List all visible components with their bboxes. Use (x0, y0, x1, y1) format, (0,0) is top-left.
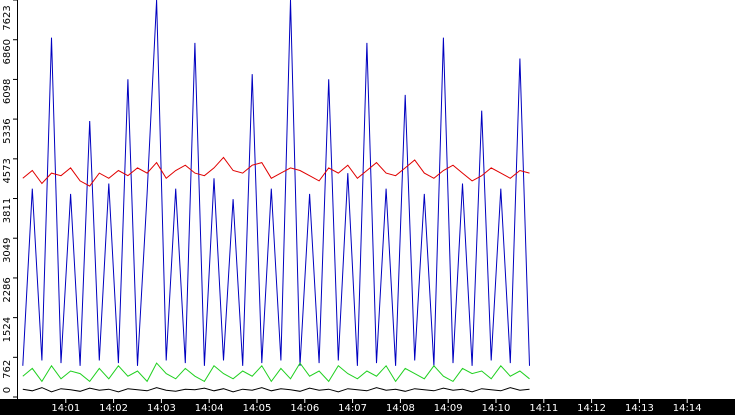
x-tick-label: 14:05 (243, 403, 272, 414)
x-tick-label: 14:11 (529, 403, 558, 414)
x-tick-label: 14:03 (147, 403, 176, 414)
y-tick-label: 3811 (2, 198, 13, 223)
x-tick-label: 14:07 (338, 403, 367, 414)
x-tick-label: 14:13 (625, 403, 654, 414)
y-tick-label: 0 (2, 387, 13, 393)
y-tick-label: 4573 (2, 158, 13, 183)
y-tick-label: 6860 (2, 39, 13, 64)
y-tick-label: 1524 (2, 317, 13, 342)
series-line (22, 387, 530, 393)
series-line (22, 362, 530, 383)
x-tick-label: 14:02 (99, 403, 128, 414)
x-tick-label: 14:04 (195, 403, 224, 414)
x-tick-label: 14:01 (51, 403, 80, 414)
x-axis-bar (0, 399, 735, 415)
x-tick-label: 14:06 (290, 403, 319, 414)
x-tick-label: 14:08 (386, 403, 415, 414)
y-tick-label: 3049 (2, 237, 13, 262)
y-tick-label: 762 (2, 360, 13, 379)
y-tick-label: 6098 (2, 79, 13, 104)
y-tick-label: 5336 (2, 118, 13, 143)
series-line (22, 0, 530, 366)
series-line (22, 156, 530, 187)
y-tick-label: 2286 (2, 277, 13, 302)
x-tick-label: 14:12 (577, 403, 606, 414)
y-tick-label: 7623 (2, 5, 13, 30)
x-tick-label: 14:10 (482, 403, 511, 414)
x-tick-label: 14:09 (434, 403, 463, 414)
x-tick-label: 14:14 (673, 403, 702, 414)
